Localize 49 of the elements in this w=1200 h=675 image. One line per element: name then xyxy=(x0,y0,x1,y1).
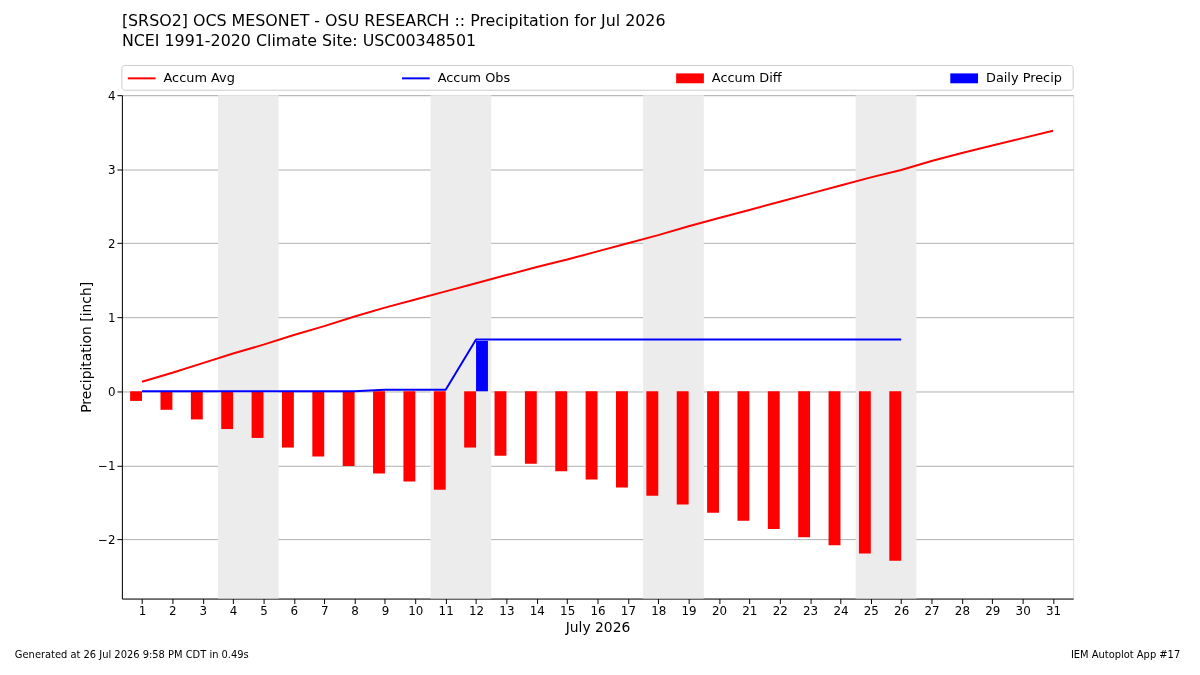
legend-label: Accum Diff xyxy=(711,70,783,86)
legend-label: Accum Avg xyxy=(163,70,235,86)
x-tick-label: 30 xyxy=(1015,603,1031,618)
y-axis-title: Precipitation [inch] xyxy=(77,281,94,413)
y-tick-label: 4 xyxy=(107,88,116,103)
chart-title: [SRSO2] OCS MESONET - OSU RESEARCH :: Precipitation for Jul 2026 xyxy=(121,11,666,31)
legend-label: Daily Precip xyxy=(985,70,1062,86)
y-tick-label: 0 xyxy=(107,384,116,399)
y-tick-label: −1 xyxy=(97,458,116,473)
y-tick-label: 3 xyxy=(107,162,116,177)
x-tick-label: 25 xyxy=(863,603,879,618)
x-tick-label: 6 xyxy=(290,603,299,618)
x-tick-label: 17 xyxy=(620,603,636,618)
x-tick-label: 9 xyxy=(381,603,390,618)
x-tick-label: 16 xyxy=(590,603,606,618)
text: IEM Autoplot App #17 xyxy=(1070,649,1181,661)
x-tick-label: 1 xyxy=(138,603,147,618)
x-tick-label: 26 xyxy=(894,603,910,618)
x-tick-label: 11 xyxy=(438,603,454,618)
legend-label: Accum Obs xyxy=(437,70,511,86)
y-tick-label: 1 xyxy=(107,310,116,325)
chart-subtitle: NCEI 1991-2020 Climate Site: USC00348501 xyxy=(121,31,477,51)
x-tick-label: 3 xyxy=(199,603,208,618)
x-tick-label: 20 xyxy=(711,603,728,618)
text: Generated at 26 Jul 2026 9:58 PM CDT in 0.49s xyxy=(14,649,249,661)
x-tick-label: 10 xyxy=(408,603,424,618)
y-tick-label: −2 xyxy=(97,532,116,547)
x-tick-label: 14 xyxy=(529,603,545,618)
x-tick-label: 15 xyxy=(560,603,576,618)
x-tick-label: 5 xyxy=(260,603,268,618)
x-tick-label: 28 xyxy=(954,603,970,618)
x-tick-label: 19 xyxy=(681,603,697,618)
x-tick-label: 27 xyxy=(924,603,940,618)
x-tick-label: 23 xyxy=(803,603,819,618)
x-tick-label: 8 xyxy=(351,603,359,618)
x-tick-label: 7 xyxy=(320,603,329,618)
x-tick-label: 2 xyxy=(169,603,177,618)
x-tick-label: 29 xyxy=(985,603,1001,618)
x-tick-label: 4 xyxy=(229,603,238,618)
line-series xyxy=(141,129,1055,383)
x-tick-label: 21 xyxy=(742,603,758,618)
x-tick-label: 31 xyxy=(1045,603,1062,618)
x-tick-label: 12 xyxy=(468,603,485,618)
x-tick-label: 13 xyxy=(499,603,515,618)
x-axis-title: July 2026 xyxy=(564,618,631,635)
x-tick-label: 18 xyxy=(651,603,667,618)
x-tick-label: 24 xyxy=(833,603,849,618)
x-tick-label: 22 xyxy=(772,603,788,618)
y-tick-label: 2 xyxy=(107,236,116,251)
